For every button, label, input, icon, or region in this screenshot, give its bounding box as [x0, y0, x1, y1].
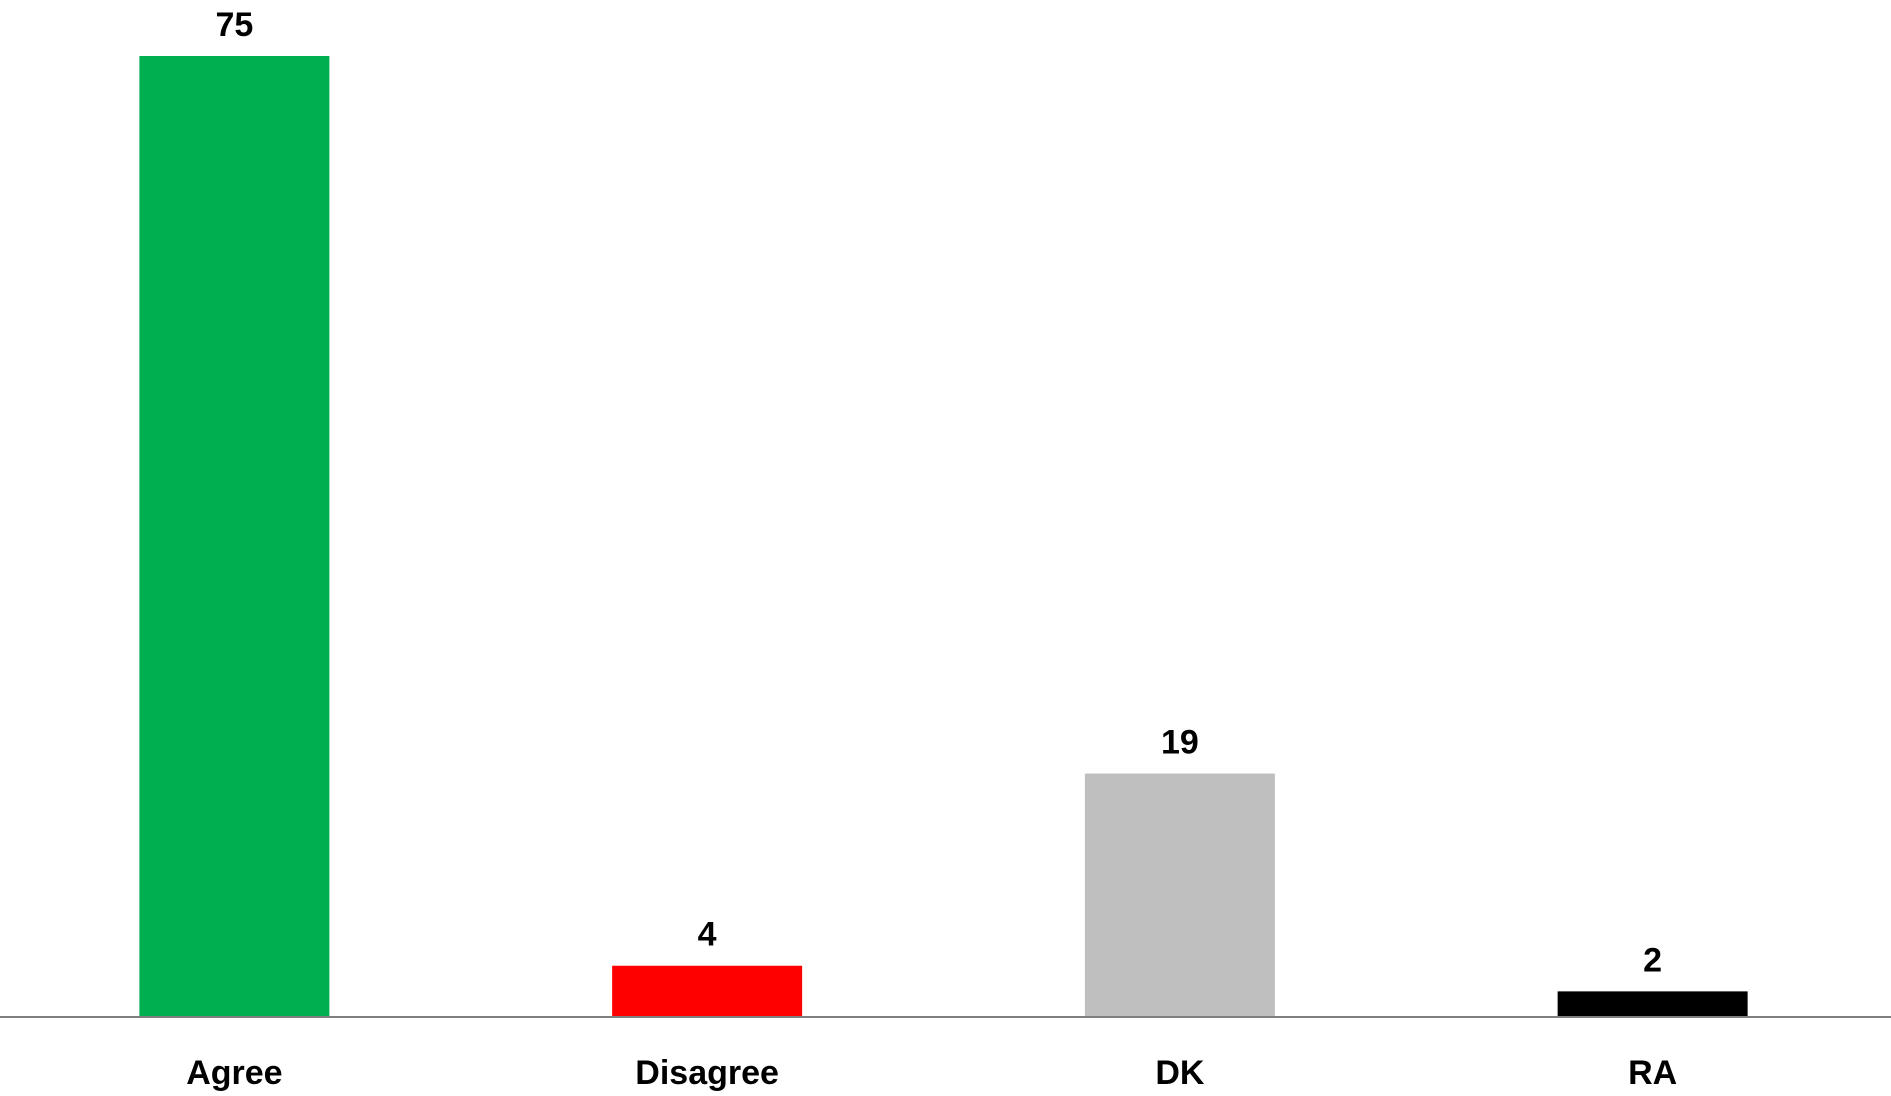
x-tick-label-agree: Agree [186, 1054, 282, 1092]
value-label-agree: 75 [215, 6, 253, 44]
value-label-disagree: 4 [698, 916, 717, 954]
value-label-ra: 2 [1643, 941, 1662, 979]
value-label-dk: 19 [1161, 724, 1199, 762]
bar-disagree [612, 965, 803, 1017]
x-tick-label-dk: DK [1155, 1054, 1205, 1092]
bar-dk [1084, 773, 1275, 1017]
bar-ra [1557, 991, 1748, 1017]
x-tick-labels-group: Agree Disagree DK RA [186, 1054, 1677, 1092]
bar-agree [139, 56, 330, 1017]
x-tick-label-disagree: Disagree [635, 1054, 779, 1092]
x-tick-label-ra: RA [1628, 1054, 1677, 1092]
value-labels-group: 75 4 19 2 [215, 6, 1662, 979]
bars-group [139, 56, 1748, 1017]
